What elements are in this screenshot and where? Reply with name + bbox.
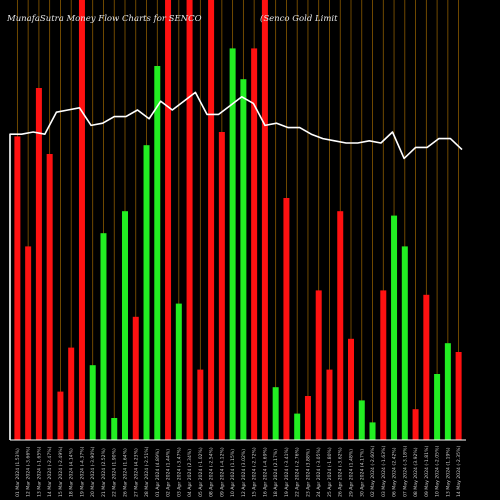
bar xyxy=(186,0,193,440)
chart-title-right: (Senco Gold Limit xyxy=(260,13,338,24)
bar xyxy=(315,290,322,440)
x-tick-label: 13 May 2024 (1.19%) xyxy=(445,447,451,497)
x-tick-label: 03 May 2024 (-1.63%) xyxy=(381,446,387,497)
bar xyxy=(240,79,247,440)
x-tick-label: 12 Apr 2024 (3.02%) xyxy=(241,449,247,497)
x-tick-label: 10 Apr 2024 (1.15%) xyxy=(230,449,236,497)
x-tick-label: 27 Mar 2024 (4.23%) xyxy=(133,448,139,497)
bar xyxy=(122,211,128,440)
x-tick-label: 15 Mar 2024 (-2.49%) xyxy=(58,446,64,497)
x-tick-label: 14 May 2024 (-2.35%) xyxy=(456,446,462,497)
bar xyxy=(89,365,96,440)
bar xyxy=(46,154,53,440)
x-tick-label: 24 Apr 2024 (-3.05%) xyxy=(316,447,322,497)
bar xyxy=(154,66,161,440)
x-tick-label: 10 May 2024 (-2.05%) xyxy=(435,446,441,497)
bar xyxy=(412,409,419,440)
x-tick-label: 16 Apr 2024 (-4.69%) xyxy=(262,447,268,497)
bar xyxy=(294,413,301,440)
x-tick-label: 19 Apr 2024 (-3.41%) xyxy=(284,447,290,497)
x-tick-label: 13 Mar 2024 (-1.65%) xyxy=(36,446,42,497)
bar xyxy=(208,0,215,440)
x-tick-label: 15 Apr 2024 (-2.72%) xyxy=(252,447,258,497)
x-tick-label: 05 Apr 2024 (-1.02%) xyxy=(198,447,204,497)
bar xyxy=(229,48,236,441)
x-tick-labels: 01 Mar 2024 (1.53%) 12 Mar 2024 (-3.66%) 1… xyxy=(15,446,462,497)
x-tick-label: 30 Apr 2024 (4.17%) xyxy=(359,449,365,497)
x-tick-label: 09 May 2024 (-1.81%) xyxy=(424,446,430,497)
x-tick-label: 02 May 2024 (-2.60%) xyxy=(370,446,376,497)
x-tick-label: 08 Apr 2024 (-2.54%) xyxy=(209,447,215,497)
bar xyxy=(337,211,344,440)
bar xyxy=(14,136,21,440)
x-tick-label: 09 Apr 2024 (-4.12%) xyxy=(219,447,225,497)
x-tick-label: 18 Apr 2024 (2.17%) xyxy=(273,449,279,497)
bar xyxy=(326,369,333,440)
bar xyxy=(57,391,64,440)
bar xyxy=(455,352,462,440)
bar xyxy=(272,387,279,440)
bar xyxy=(423,294,430,440)
bar xyxy=(143,145,150,440)
x-tick-label: 19 Mar 2024 (-4.37%) xyxy=(79,446,85,497)
x-tick-label: 03 Apr 2024 (-3.47%) xyxy=(176,447,182,497)
x-tick-label: 23 Apr 2024 (3.88%) xyxy=(305,449,311,497)
x-tick-label: 01 Mar 2024 (1.53%) xyxy=(15,448,21,497)
bar xyxy=(358,400,365,440)
x-tick-label: 04 Apr 2024 (2.34%) xyxy=(187,449,193,497)
bar xyxy=(68,347,75,440)
bar xyxy=(444,343,451,440)
bars xyxy=(14,0,462,441)
bar xyxy=(261,0,268,440)
bar xyxy=(251,48,258,441)
bar xyxy=(348,338,354,440)
bar xyxy=(434,374,441,440)
x-tick-label: 29 Apr 2024 (1.48%) xyxy=(349,449,355,497)
x-tick-label: 12 Mar 2024 (-3.66%) xyxy=(26,446,32,497)
x-tick-label: 22 Mar 2024 (1.90%) xyxy=(112,448,118,497)
x-tick-label: 06 May 2024 (2.42%) xyxy=(392,447,398,497)
bar xyxy=(401,246,408,440)
bar xyxy=(35,88,42,440)
x-tick-label: 21 Mar 2024 (2.52%) xyxy=(101,448,107,497)
x-tick-label: 26 Apr 2024 (-3.62%) xyxy=(338,447,344,497)
x-tick-label: 14 Mar 2024 (-2.47%) xyxy=(47,446,53,497)
bar xyxy=(218,132,225,440)
x-tick-label: 01 Apr 2024 (4.89%) xyxy=(155,449,161,497)
bar xyxy=(283,198,290,440)
x-tick-label: 26 Mar 2024 (1.64%) xyxy=(123,448,129,497)
bar xyxy=(380,290,387,440)
x-tick-label: 28 Mar 2024 (-2.51%) xyxy=(144,446,150,497)
bar xyxy=(100,233,107,440)
chart-title-left: MunafaSutra Money Flow Charts for SENCO xyxy=(6,14,202,24)
flow-line-path xyxy=(9,91,463,440)
flow-line xyxy=(9,91,463,440)
bar xyxy=(165,0,172,440)
bar xyxy=(304,396,311,440)
bar xyxy=(111,418,118,440)
x-tick-label: 02 Apr 2024 (1.44%) xyxy=(166,449,172,497)
x-tick-label: 07 May 2024 (-3.18%) xyxy=(402,446,408,497)
bar xyxy=(175,303,182,440)
x-tick-label: 20 Mar 2024 (-3.90%) xyxy=(90,446,96,497)
bar xyxy=(25,246,32,440)
bar xyxy=(197,369,204,440)
x-tick-label: 08 May 2024 (3.92%) xyxy=(413,447,419,497)
bar xyxy=(132,316,139,440)
bar xyxy=(78,0,85,440)
x-tick-label: 22 Apr 2024 (-2.76%) xyxy=(295,447,301,497)
x-tick-label: 25 Apr 2024 (-1.80%) xyxy=(327,447,333,497)
x-tick-label: 18 Mar 2024 (4.14%) xyxy=(69,448,75,497)
bar xyxy=(391,215,398,440)
bar xyxy=(369,422,376,440)
